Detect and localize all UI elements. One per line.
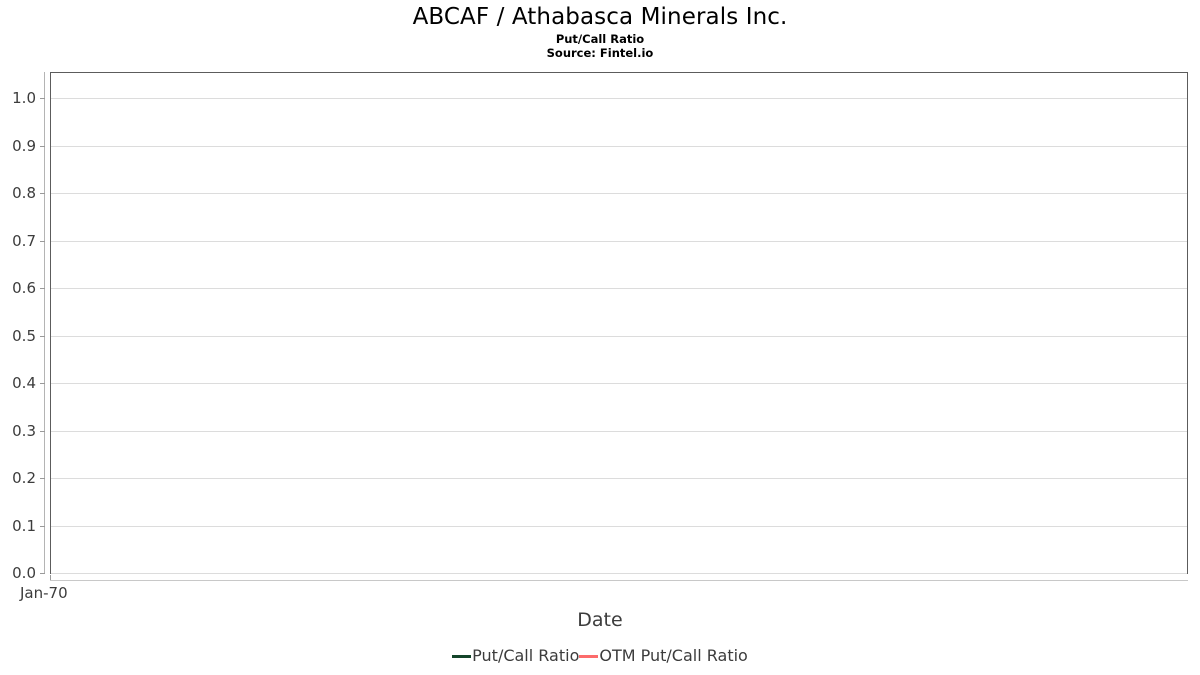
legend-label: OTM Put/Call Ratio bbox=[599, 646, 748, 665]
gridline bbox=[51, 335, 1187, 337]
gridline bbox=[51, 383, 1187, 384]
plot-area-wrapper bbox=[50, 72, 1188, 574]
gridline bbox=[51, 193, 1187, 194]
gridline bbox=[51, 478, 1187, 479]
page-title: ABCAF / Athabasca Minerals Inc. bbox=[412, 4, 788, 30]
gridline bbox=[51, 240, 1187, 242]
y-tick-mark bbox=[40, 478, 45, 479]
x-tick-mark bbox=[50, 575, 51, 580]
x-tick-label: Jan-70 bbox=[20, 584, 68, 602]
y-axis-spine bbox=[44, 72, 45, 574]
gridline bbox=[51, 573, 1187, 574]
legend-label: Put/Call Ratio bbox=[472, 646, 580, 665]
legend-item[interactable]: Put/Call Ratio bbox=[452, 648, 579, 664]
legend-line-icon bbox=[579, 654, 599, 658]
y-tick-mark bbox=[40, 335, 45, 337]
y-tick-label: 0.9 bbox=[12, 136, 36, 155]
y-tick-label: 0.6 bbox=[12, 279, 36, 297]
chart-legend: Put/Call Ratio OTM Put/Call Ratio bbox=[0, 648, 1200, 664]
y-tick-label: 0.3 bbox=[12, 421, 36, 440]
y-tick-mark bbox=[40, 430, 45, 432]
y-tick-label: 0.8 bbox=[12, 184, 36, 202]
y-tick-label: 0.2 bbox=[12, 469, 36, 487]
y-tick-label: 1.0 bbox=[12, 89, 36, 107]
y-tick-label: 0.7 bbox=[12, 231, 36, 250]
y-tick-mark bbox=[40, 573, 45, 574]
y-tick-mark bbox=[40, 145, 45, 147]
chart-header: ABCAF / Athabasca Minerals Inc. Put/Call… bbox=[0, 0, 1200, 60]
gridline bbox=[51, 525, 1187, 527]
y-tick-label: 0.0 bbox=[12, 564, 36, 582]
gridline bbox=[51, 430, 1187, 432]
y-tick-mark bbox=[40, 288, 45, 289]
plot-area bbox=[50, 72, 1188, 574]
chart-subtitle: Put/Call Ratio bbox=[555, 32, 645, 46]
gridline bbox=[51, 288, 1187, 289]
chart-source: Source: Fintel.io bbox=[546, 46, 654, 60]
y-tick-mark bbox=[40, 240, 45, 242]
y-tick-label: 0.5 bbox=[12, 326, 36, 345]
legend-line-icon bbox=[452, 654, 472, 658]
gridline bbox=[51, 145, 1187, 147]
gridline bbox=[51, 98, 1187, 99]
legend-item[interactable]: OTM Put/Call Ratio bbox=[579, 646, 748, 665]
x-axis-title: Date bbox=[577, 609, 623, 631]
series-layer bbox=[51, 73, 1187, 573]
y-tick-mark bbox=[40, 98, 45, 99]
y-tick-mark bbox=[40, 193, 45, 194]
y-tick-mark bbox=[40, 525, 45, 527]
y-tick-label: 0.4 bbox=[12, 374, 36, 392]
y-tick-mark bbox=[40, 383, 45, 384]
y-tick-label: 0.1 bbox=[12, 516, 36, 535]
x-axis-spine bbox=[50, 580, 1188, 581]
